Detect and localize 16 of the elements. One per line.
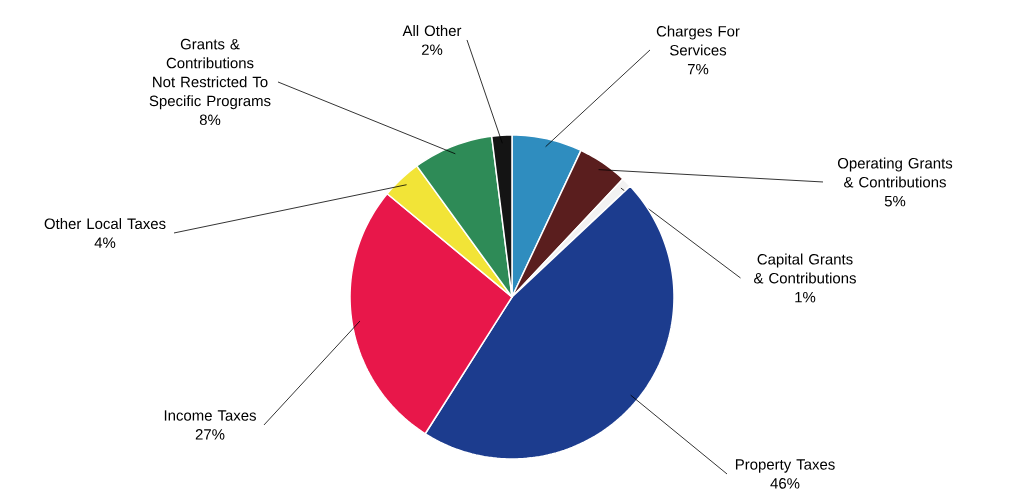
slice-label: Charges For Services (656, 25, 740, 56)
data-label: 8% (199, 114, 221, 126)
data-label: 2% (421, 44, 443, 55)
data-label: 5% (884, 195, 906, 207)
data-label: 7% (687, 63, 709, 75)
slice-label: Grants & Contributions Not Restricted To Specific Programs (149, 38, 271, 110)
data-label: 46% (770, 478, 800, 489)
slice-label: Income Taxes (164, 410, 256, 421)
slice-label: All Other (402, 25, 462, 37)
slice-label: Capital Grants & Contributions (754, 253, 856, 284)
data-label: 4% (94, 237, 116, 248)
slice-label: Other Local Taxes (44, 218, 166, 230)
data-label: 27% (195, 429, 225, 440)
slice-label: Property Taxes (735, 459, 835, 473)
slice-label: Operating Grants & Contributions (837, 157, 953, 188)
data-label: 1% (795, 291, 816, 303)
